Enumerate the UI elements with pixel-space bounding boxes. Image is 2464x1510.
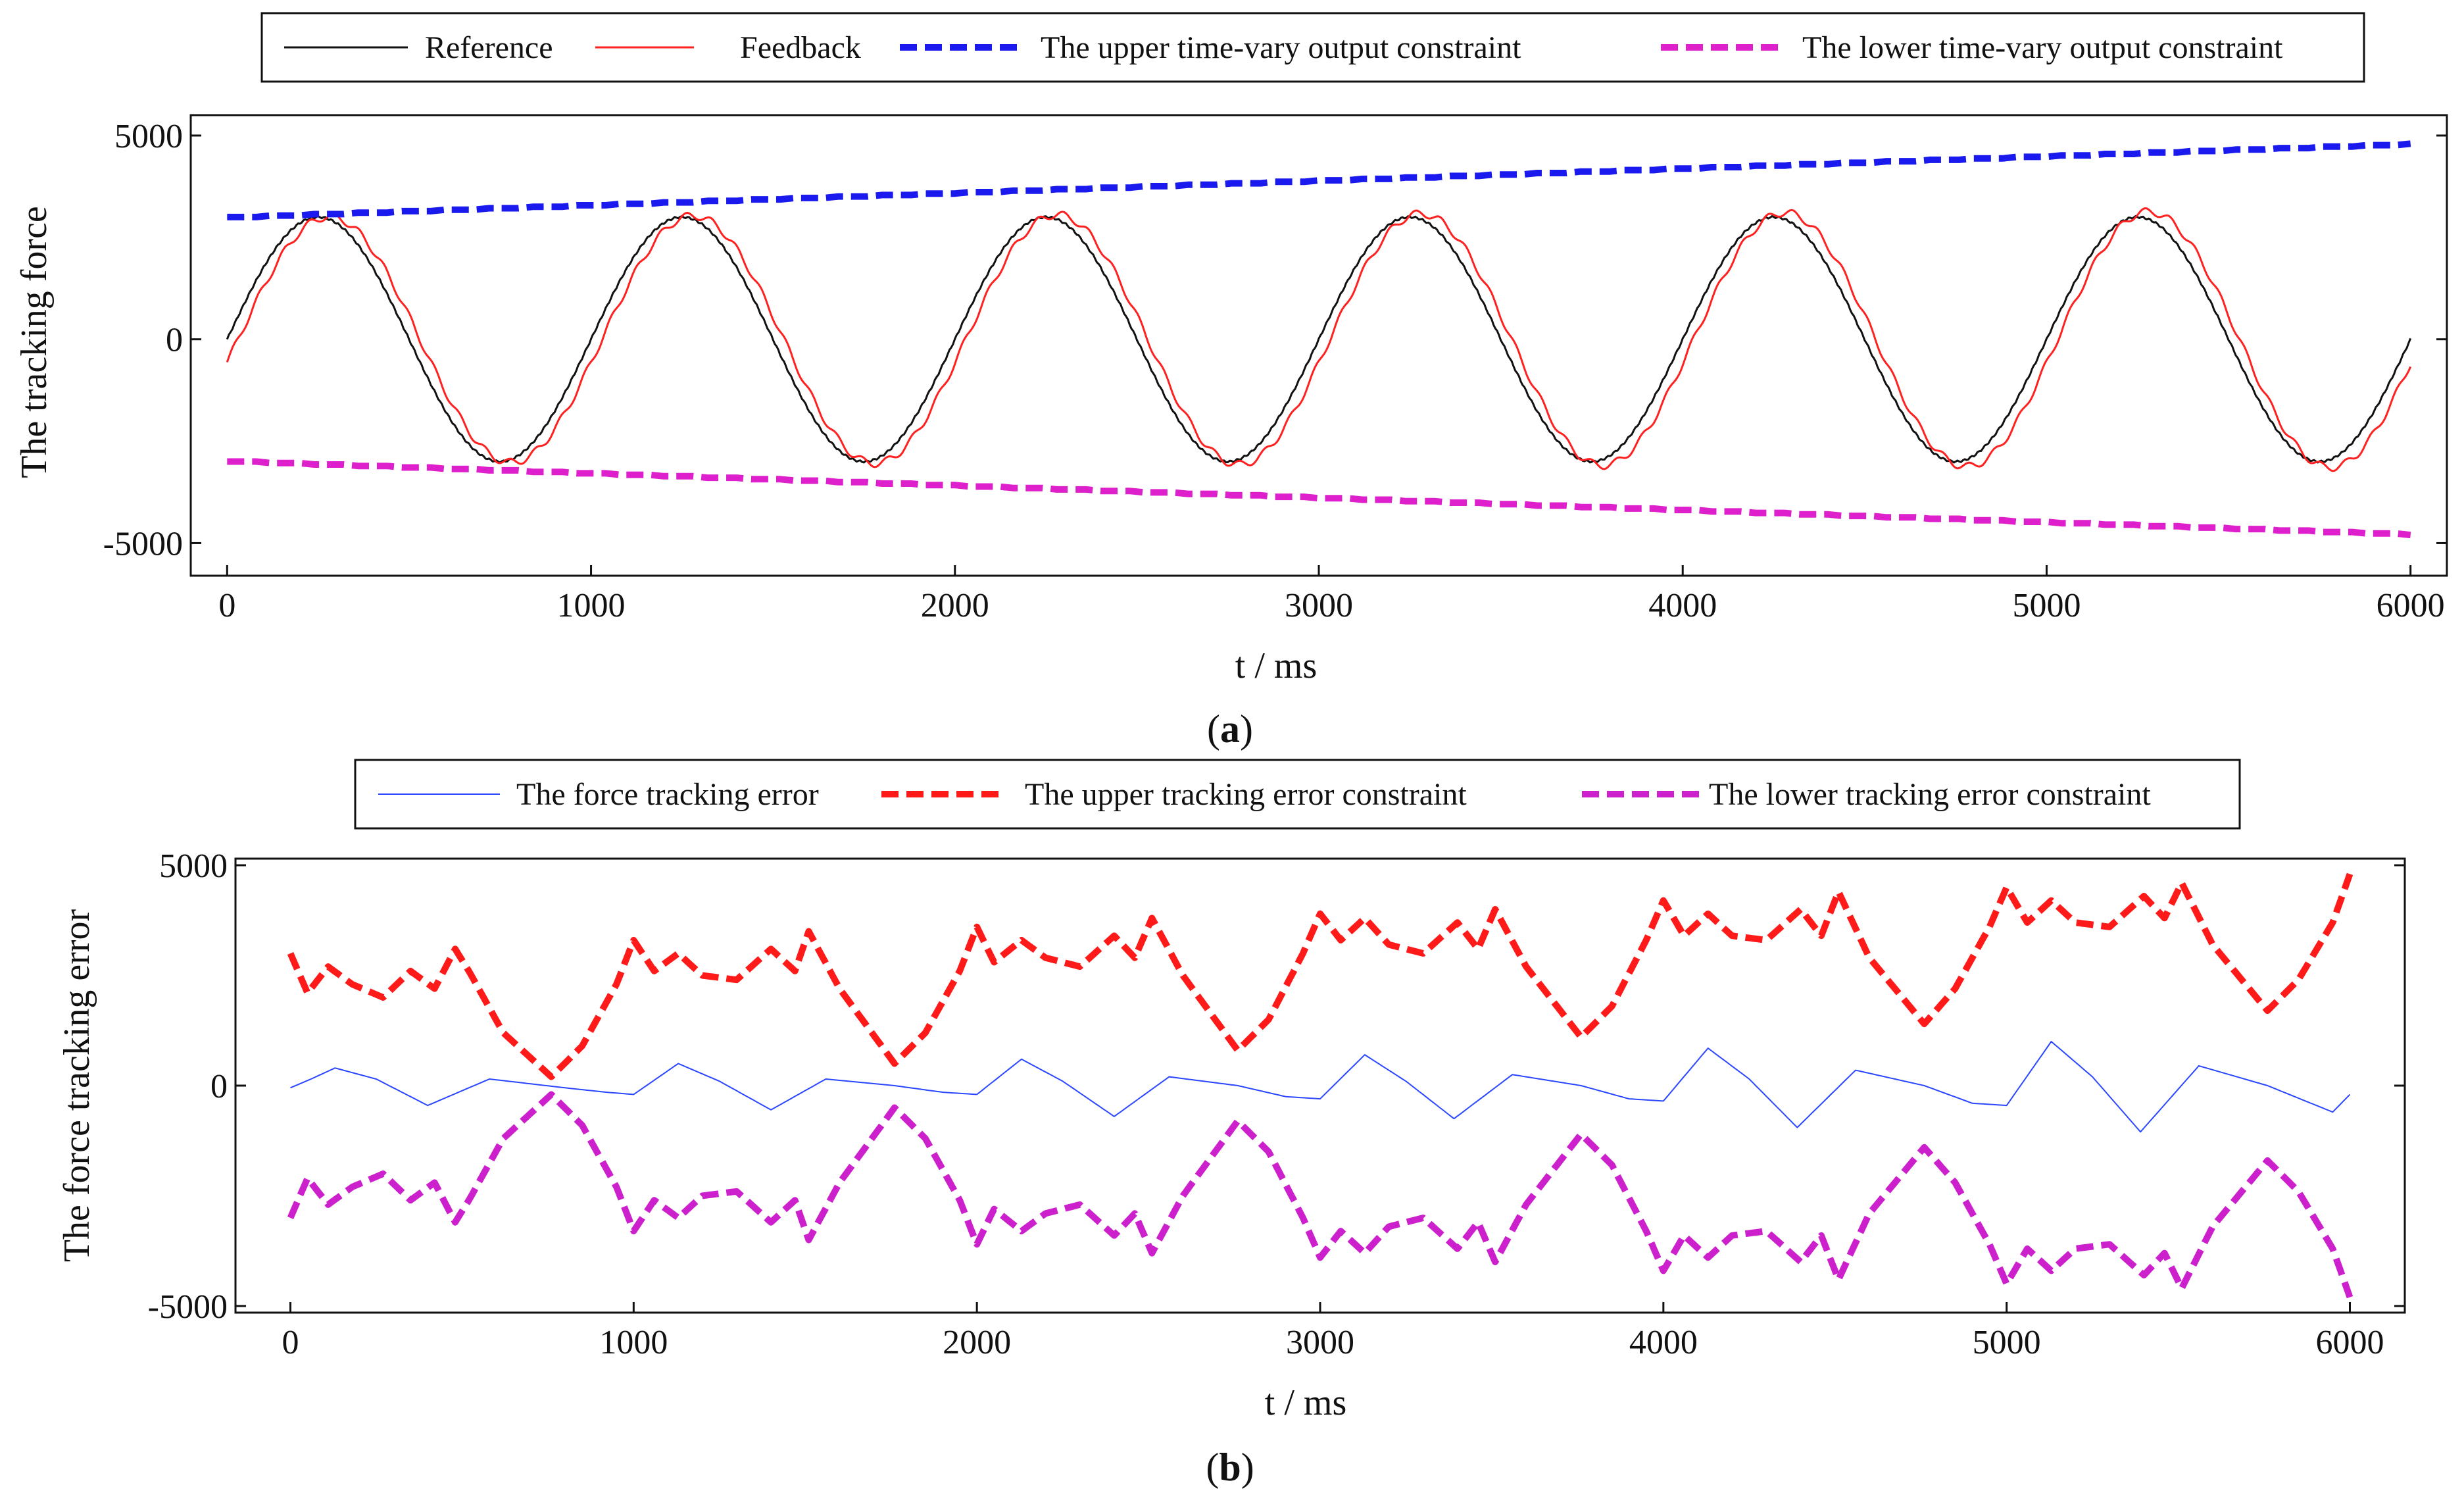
x-tick-label-b-3: 3000 — [1286, 1324, 1354, 1361]
y-tick-label-b-1: 0 — [210, 1068, 228, 1105]
y-tick-label-a-0: -5000 — [103, 525, 183, 563]
axes-a-ylabel: The tracking force — [14, 206, 55, 478]
series-a-upper-output — [227, 140, 2411, 220]
caption-b: (b) — [1206, 1446, 1254, 1489]
axes-a-series — [226, 140, 2412, 539]
axes-b-xlabel: t / ms — [1265, 1382, 1346, 1423]
axes-a-frame — [189, 114, 2448, 577]
axes-a-xlabel: t / ms — [1235, 645, 1317, 686]
axes-b-ticks: 0 1000 2000 3000 4000 5000 6000 -5000 0 5000 — [148, 847, 2405, 1361]
legend-a-label-lower: The lower time-vary output constraint — [1802, 30, 2283, 65]
caption-a-letter: a — [1220, 707, 1240, 751]
x-tick-label-b-1: 1000 — [599, 1324, 668, 1361]
series-b-error — [290, 1041, 2351, 1133]
x-tick-label-a-0: 0 — [218, 587, 235, 624]
y-tick-label-b-0: -5000 — [148, 1288, 228, 1326]
legend-a-label-feedback: Feedback — [740, 30, 861, 65]
x-tick-label-b-5: 5000 — [1973, 1324, 2041, 1361]
x-tick-label-a-5: 5000 — [2012, 587, 2081, 624]
x-tick-label-a-1: 1000 — [557, 587, 626, 624]
axes-a-ticks: 0 1000 2000 3000 4000 5000 6000 -5000 0 5000 — [103, 118, 2447, 624]
x-tick-label-a-4: 4000 — [1648, 587, 1717, 624]
x-tick-label-a-6: 6000 — [2377, 587, 2445, 624]
x-tick-label-b-4: 4000 — [1629, 1324, 1698, 1361]
panel-b: The force tracking error The upper track… — [57, 759, 2406, 1489]
legend-b-box — [354, 759, 2241, 830]
series-a-feedback — [226, 207, 2412, 472]
series-b-upper-error — [287, 872, 2353, 1080]
axes-b-ylabel: The force tracking error — [57, 909, 97, 1262]
panel-a: Reference Feedback The upper time-vary o… — [14, 12, 2448, 751]
x-tick-label-a-2: 2000 — [921, 587, 989, 624]
axes-b-frame — [234, 857, 2406, 1314]
x-tick-label-b-2: 2000 — [943, 1324, 1011, 1361]
x-tick-label-a-3: 3000 — [1285, 587, 1353, 624]
x-tick-label-b-6: 6000 — [2316, 1324, 2384, 1361]
legend-b-label-lower: The lower tracking error constraint — [1709, 777, 2151, 812]
axes-b-series — [287, 872, 2353, 1299]
series-b-lower-error — [287, 1091, 2353, 1299]
y-tick-label-a-2: 5000 — [114, 118, 183, 155]
legend-b-label-error: The force tracking error — [516, 777, 819, 812]
y-tick-label-a-1: 0 — [166, 322, 183, 359]
caption-b-letter: b — [1219, 1446, 1241, 1489]
series-a-lower-output — [227, 458, 2411, 539]
legend-b-label-upper: The upper tracking error constraint — [1025, 777, 1467, 812]
x-tick-label-b-0: 0 — [282, 1324, 299, 1361]
legend-a-label-reference: Reference — [425, 30, 553, 65]
series-a-reference — [226, 214, 2412, 464]
legend-a-label-upper: The upper time-vary output constraint — [1041, 30, 1521, 65]
caption-a: (a) — [1207, 707, 1253, 751]
y-tick-label-b-2: 5000 — [159, 847, 228, 885]
